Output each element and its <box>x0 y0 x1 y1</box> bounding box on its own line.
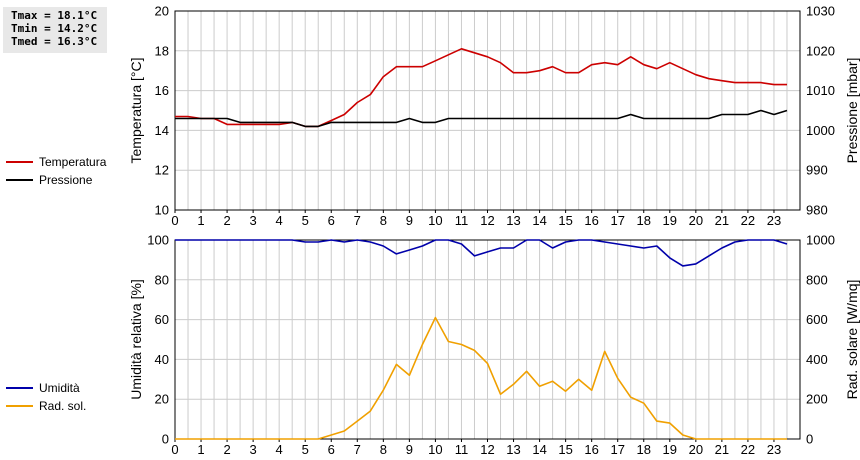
hum-chart-x-tick-label: 22 <box>741 442 755 457</box>
temp-chart-y-tick-label: 10 <box>155 203 169 218</box>
hum-chart-x-tick-label: 19 <box>663 442 677 457</box>
temp-chart-y2-tick-label: 1000 <box>806 123 835 138</box>
temp-chart-x-tick-label: 7 <box>354 213 361 228</box>
hum-chart-x-tick-label: 20 <box>689 442 703 457</box>
bottom-chart-legend: Umidità Rad. sol. <box>6 379 86 415</box>
hum-chart-x-tick-label: 2 <box>223 442 230 457</box>
hum-chart-x-tick-label: 13 <box>506 442 520 457</box>
tmin-stat: Tmin = 14.2°C <box>11 22 98 35</box>
hum-chart-y2-tick-label: 600 <box>806 312 828 327</box>
series-line-temperatura <box>175 47 787 128</box>
humidity-swatch <box>6 387 33 389</box>
temp-chart-y-axis-label: Temperatura [°C] <box>128 58 144 164</box>
hum-chart-x-tick-label: 15 <box>558 442 572 457</box>
legend-item-radiation: Rad. sol. <box>6 397 86 415</box>
temp-chart-x-tick-label: 0 <box>171 213 178 228</box>
hum-chart-y-tick-label: 20 <box>155 392 169 407</box>
hum-chart-x-tick-label: 10 <box>428 442 442 457</box>
tmax-stat: Tmax = 18.1°C <box>11 9 98 22</box>
hum-chart-x-tick-label: 1 <box>197 442 204 457</box>
temp-chart-x-tick-label: 22 <box>741 213 755 228</box>
temp-chart-x-tick-label: 11 <box>455 213 469 228</box>
hum-chart-x-tick-label: 6 <box>328 442 335 457</box>
hum-chart-x-tick-label: 17 <box>610 442 624 457</box>
hum-chart-y-tick-label: 40 <box>155 352 169 367</box>
temp-chart-x-tick-label: 14 <box>532 213 546 228</box>
series-line-umidit <box>175 239 788 267</box>
temp-chart-x-tick-label: 18 <box>637 213 651 228</box>
temp-chart-y-tick-label: 18 <box>155 43 169 58</box>
hum-chart-x-tick-label: 14 <box>532 442 546 457</box>
hum-chart-x-tick-label: 7 <box>354 442 361 457</box>
temp-chart-x-tick-label: 10 <box>428 213 442 228</box>
temp-chart-x-tick-label: 2 <box>223 213 230 228</box>
temp-chart-x-tick-label: 21 <box>715 213 729 228</box>
temp-chart-x-tick-label: 8 <box>380 213 387 228</box>
temp-chart-x-tick-label: 6 <box>328 213 335 228</box>
hum-chart-y-tick-label: 100 <box>147 233 169 248</box>
series-line-pressione <box>175 109 788 128</box>
temp-chart-x-tick-label: 9 <box>406 213 413 228</box>
temp-chart-x-tick-label: 1 <box>197 213 204 228</box>
legend-item-humidity: Umidità <box>6 379 86 397</box>
hum-chart-y-tick-label: 60 <box>155 312 169 327</box>
temp-chart-y-tick-label: 20 <box>155 4 169 19</box>
hum-chart-x-tick-label: 9 <box>406 442 413 457</box>
temperature-swatch <box>6 161 33 163</box>
temp-chart-y2-tick-label: 1020 <box>806 43 835 58</box>
legend-item-pressure: Pressione <box>6 171 106 189</box>
hum-chart-y2-axis-label: Rad. solare [W/mq] <box>844 280 860 400</box>
hum-chart-x-tick-label: 8 <box>380 442 387 457</box>
hum-chart-x-tick-label: 21 <box>715 442 729 457</box>
temp-chart-y-tick-label: 16 <box>155 83 169 98</box>
hum-chart-x-tick-label: 0 <box>171 442 178 457</box>
hum-chart-x-tick-label: 11 <box>455 442 469 457</box>
hum-chart-y-tick-label: 80 <box>155 272 169 287</box>
temp-chart-x-tick-label: 12 <box>480 213 494 228</box>
hum-chart-x-tick-label: 12 <box>480 442 494 457</box>
hum-chart-x-tick-label: 5 <box>302 442 309 457</box>
series-line-rad-sol <box>175 316 787 440</box>
temp-chart-x-tick-label: 5 <box>302 213 309 228</box>
temp-chart-x-tick-label: 17 <box>610 213 624 228</box>
legend-item-temperature: Temperatura <box>6 153 106 171</box>
hum-chart-y2-tick-label: 0 <box>806 432 813 447</box>
hum-chart-x-tick-label: 4 <box>276 442 283 457</box>
hum-chart-y-axis-label: Umidità relativa [%] <box>128 279 144 400</box>
legend-label-radiation: Rad. sol. <box>39 399 87 413</box>
hum-chart-x-tick-label: 18 <box>637 442 651 457</box>
pressure-swatch <box>6 179 33 181</box>
tmed-stat: Tmed = 16.3°C <box>11 35 98 48</box>
temp-chart-x-tick-label: 3 <box>250 213 257 228</box>
temp-chart-y2-tick-label: 1030 <box>806 4 835 19</box>
temp-chart-y2-tick-label: 990 <box>806 163 828 178</box>
top-chart-legend: Temperatura Pressione <box>6 153 106 189</box>
hum-chart-y2-tick-label: 400 <box>806 352 828 367</box>
temp-chart-x-tick-label: 15 <box>558 213 572 228</box>
temp-chart-x-tick-label: 23 <box>767 213 781 228</box>
temp-chart-y-tick-label: 12 <box>155 163 169 178</box>
temp-chart-x-tick-label: 19 <box>663 213 677 228</box>
hum-chart-y2-tick-label: 1000 <box>806 233 835 248</box>
radiation-swatch <box>6 405 33 407</box>
temp-chart-x-tick-label: 4 <box>276 213 283 228</box>
temp-chart-x-tick-label: 13 <box>506 213 520 228</box>
legend-label-pressure: Pressione <box>39 173 93 187</box>
temp-chart-x-tick-label: 20 <box>689 213 703 228</box>
temp-chart-y2-axis-label: Pressione [mbar] <box>844 58 860 164</box>
hum-chart-x-tick-label: 3 <box>250 442 257 457</box>
legend-label-temperature: Temperatura <box>39 155 107 169</box>
legend-label-humidity: Umidità <box>39 381 80 395</box>
temp-chart-x-tick-label: 16 <box>584 213 598 228</box>
hum-chart-x-tick-label: 16 <box>584 442 598 457</box>
temp-chart-y2-tick-label: 1010 <box>806 83 835 98</box>
stats-box: Tmax = 18.1°C Tmin = 14.2°C Tmed = 16.3°… <box>3 7 107 53</box>
hum-chart-y-tick-label: 0 <box>162 432 169 447</box>
temp-chart-y2-tick-label: 980 <box>806 203 828 218</box>
temp-chart-y-tick-label: 14 <box>155 123 169 138</box>
hum-chart-y2-tick-label: 800 <box>806 272 828 287</box>
hum-chart-x-tick-label: 23 <box>767 442 781 457</box>
hum-chart-y2-tick-label: 200 <box>806 392 828 407</box>
